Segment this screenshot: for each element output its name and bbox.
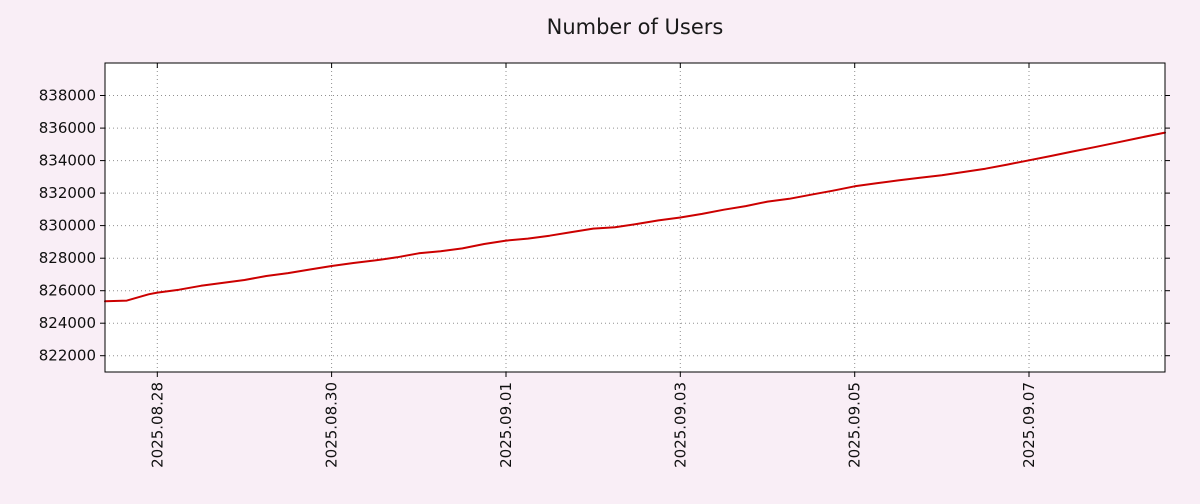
y-tick-label: 826000 xyxy=(39,282,96,300)
y-tick-label: 838000 xyxy=(39,87,96,105)
x-tick-label: 2025.09.03 xyxy=(671,382,689,468)
y-tick-label: 828000 xyxy=(39,249,96,267)
x-tick-label: 2025.09.07 xyxy=(1020,382,1038,468)
y-tick-label: 832000 xyxy=(39,184,96,202)
x-tick-label: 2025.08.30 xyxy=(323,382,341,468)
y-tick-label: 836000 xyxy=(39,119,96,137)
y-tick-label: 822000 xyxy=(39,347,96,365)
plot-area: 822000 824000 826000 828000 830000 832000 8340… xyxy=(39,62,1170,468)
y-tick-label: 824000 xyxy=(39,314,96,332)
x-tick-label: 2025.08.28 xyxy=(148,382,166,468)
plot-frame xyxy=(104,62,1166,373)
y-tick-label: 834000 xyxy=(39,152,96,170)
chart-title: Number of Users xyxy=(547,15,724,39)
x-tick-label: 2025.09.01 xyxy=(497,382,515,468)
y-tick-label: 830000 xyxy=(39,217,96,235)
data-series-line xyxy=(104,131,1166,303)
x-tick-label: 2025.09.05 xyxy=(846,382,864,468)
plot-background xyxy=(105,63,1165,372)
